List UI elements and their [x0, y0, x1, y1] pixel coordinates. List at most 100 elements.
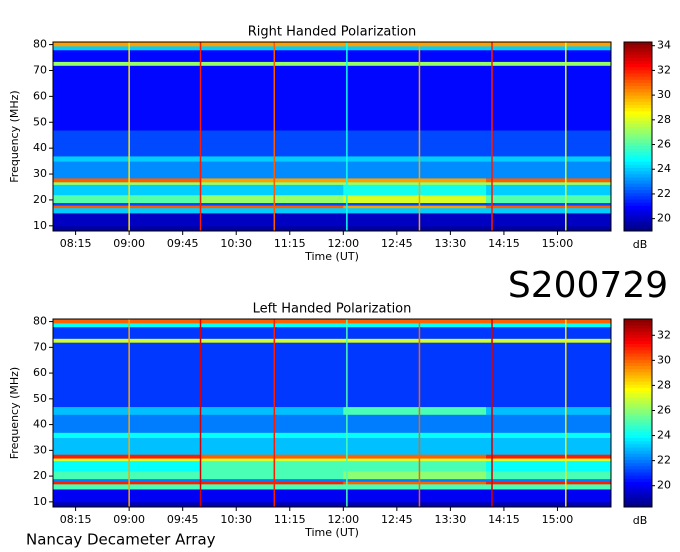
- colorbar-tick-label: 30: [657, 88, 671, 101]
- heatmap-cell: [486, 45, 612, 51]
- colorbar-step: [624, 227, 652, 232]
- heatmap-cell: [343, 432, 487, 438]
- heatmap-cell: [343, 61, 487, 66]
- colorbar-step: [624, 472, 652, 477]
- x-tick-label: 09:00: [113, 513, 145, 526]
- colorbar-step: [624, 319, 652, 323]
- colorbar-step: [624, 422, 652, 427]
- colorbar-step: [624, 218, 652, 223]
- plot-frame: [52, 41, 612, 232]
- heatmap-cell: [343, 177, 487, 183]
- colorbar-step: [624, 139, 652, 144]
- heatmap-cell: [343, 42, 487, 47]
- x-axis-label: Time (UT): [304, 250, 359, 263]
- heatmap-cell: [343, 194, 487, 204]
- chart-title: Left Handed Polarization: [253, 302, 412, 317]
- y-tick-label: 80: [33, 315, 47, 328]
- heatmap-cell: [53, 454, 202, 459]
- colorbar-step: [624, 120, 652, 125]
- colorbar-tick-label: 26: [657, 403, 671, 416]
- colorbar-step: [624, 221, 652, 226]
- heatmap-cell: [53, 155, 202, 162]
- colorbar-step: [624, 328, 652, 333]
- x-tick-label: 12:00: [327, 513, 359, 526]
- colorbar-step: [624, 177, 652, 182]
- colorbar-step: [624, 57, 652, 62]
- colorbar-step: [624, 478, 652, 483]
- heatmap-cell: [53, 478, 202, 482]
- y-tick-label: 20: [33, 469, 47, 482]
- colorbar-step: [624, 171, 652, 175]
- heatmap-cell: [486, 207, 612, 214]
- heatmap-cell: [486, 65, 612, 131]
- heatmap-cell: [343, 501, 487, 508]
- heatmap-cell: [53, 342, 202, 408]
- heatmap-cell: [200, 194, 344, 204]
- y-tick-label: 70: [33, 63, 47, 76]
- colorbar-tick-label: 28: [657, 378, 671, 391]
- heatmap-cell: [200, 481, 344, 485]
- colorbar-step: [624, 215, 652, 219]
- heatmap-cell: [53, 460, 202, 472]
- heatmap-cell: [53, 207, 202, 214]
- heatmap-cell: [486, 181, 612, 185]
- heatmap-cell: [343, 478, 487, 482]
- colorbar-step: [624, 475, 652, 480]
- heatmap-cell: [200, 202, 344, 206]
- heatmap-cell: [200, 49, 344, 62]
- plot-frame: [52, 318, 612, 508]
- colorbar-step: [624, 183, 652, 188]
- x-tick-label: 10:30: [220, 513, 252, 526]
- heatmap-cell: [343, 338, 487, 343]
- colorbar-step: [624, 353, 652, 358]
- colorbar-tick-label: 26: [657, 138, 671, 151]
- colorbar-step: [624, 397, 652, 401]
- heatmap-cell: [486, 155, 612, 162]
- heatmap-cell: [486, 177, 612, 183]
- heatmap-cell: [53, 184, 202, 196]
- colorbar-step: [624, 394, 652, 398]
- heatmap-cell: [343, 322, 487, 328]
- heatmap-cell: [200, 177, 344, 183]
- heatmap-cell: [343, 458, 487, 462]
- colorbar-step: [624, 340, 652, 345]
- heatmap-cell: [53, 326, 202, 339]
- heatmap-cell: [486, 202, 612, 206]
- y-tick-label: 10: [33, 495, 47, 508]
- heatmap-cell: [200, 432, 344, 438]
- heatmap-cell: [200, 414, 344, 433]
- heatmap-cell: [200, 454, 344, 459]
- colorbar-step: [624, 168, 652, 172]
- colorbar-step: [624, 114, 652, 119]
- heatmap-cell: [343, 130, 487, 139]
- colorbar-step: [624, 212, 652, 216]
- heatmap-cell: [200, 342, 344, 408]
- colorbar-step: [624, 469, 652, 474]
- colorbar-step: [624, 205, 652, 210]
- heatmap-cell: [200, 326, 344, 339]
- colorbar-step: [624, 347, 652, 351]
- heatmap-cell: [200, 65, 344, 131]
- colorbar-step: [624, 406, 652, 411]
- colorbar-tick-label: 20: [657, 212, 671, 225]
- colorbar-step: [624, 133, 652, 137]
- colorbar-step: [624, 463, 652, 467]
- x-tick-label: 09:45: [167, 237, 199, 250]
- heatmap-cell: [343, 137, 487, 157]
- heatmap-cell: [53, 483, 202, 490]
- y-axis-label: Frequency (MHz): [8, 367, 21, 459]
- heatmap-cell: [200, 130, 344, 139]
- colorbar-step: [624, 425, 652, 430]
- colorbar-step: [624, 416, 652, 420]
- heatmap-cell: [486, 501, 612, 508]
- heatmap-cell: [486, 61, 612, 66]
- colorbar-step: [624, 384, 652, 389]
- colorbar-step: [624, 136, 652, 141]
- heatmap-cell: [486, 49, 612, 62]
- colorbar-step: [624, 117, 652, 122]
- y-tick-label: 70: [33, 340, 47, 353]
- colorbar-step: [624, 331, 652, 336]
- heatmap-cell: [343, 470, 487, 480]
- heatmap-cell: [53, 181, 202, 185]
- colorbar-step: [624, 199, 652, 204]
